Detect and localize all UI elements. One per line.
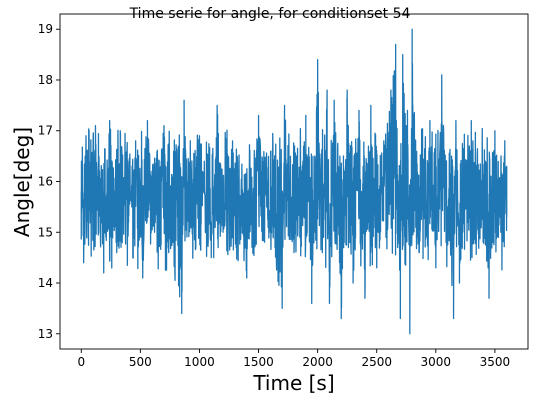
x-tick-label: 1500 [243,355,274,369]
y-tick-label: 18 [38,73,53,87]
series-line-angle [80,28,508,335]
y-axis-label: Angle[deg] [10,127,34,237]
x-tick-label: 3500 [480,355,511,369]
x-tick-label: 3000 [421,355,452,369]
axes: 0 500 1000 1500 2000 2500 3000 3500 13 14 15 16 17 18… [38,13,529,369]
y-tick-label: 14 [38,276,53,290]
x-axis-label: Time [s] [252,371,334,395]
y-tick-label: 17 [38,124,53,138]
x-tick-label: 500 [129,355,152,369]
y-tick-label: 13 [38,327,53,341]
y-tick-label: 16 [38,175,53,189]
x-tick-label: 2000 [302,355,333,369]
x-tick-label: 1000 [184,355,215,369]
plot-area [80,28,508,335]
x-tick-label: 0 [77,355,85,369]
x-tick-label: 2500 [361,355,392,369]
y-tick-label: 19 [38,22,53,36]
y-tick-label: 15 [38,225,53,239]
